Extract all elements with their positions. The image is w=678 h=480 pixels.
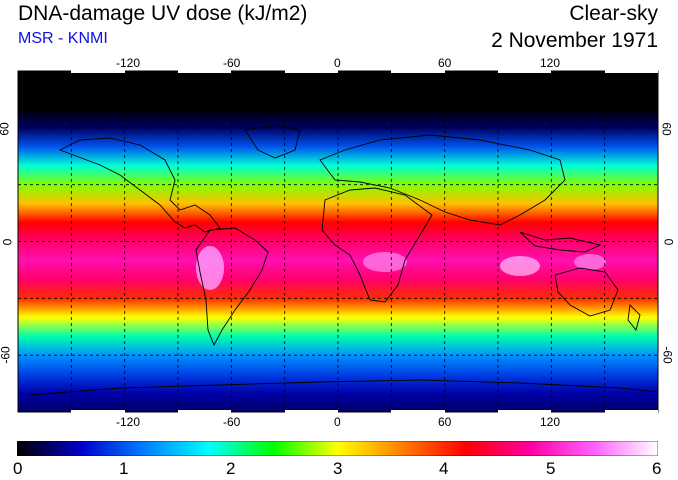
australia-high-dose-region: [574, 254, 606, 270]
lon-tick-top: -120: [116, 56, 141, 70]
source-label: MSR - KNMI: [18, 30, 108, 47]
lon-tick-bottom: 0: [334, 415, 341, 429]
africa-high-dose-region: [363, 252, 407, 272]
colorbar-label: 6: [652, 459, 662, 478]
lat-tick-right: 60: [659, 122, 674, 136]
lon-tick-top: 60: [438, 56, 452, 70]
andes-high-dose-region: [196, 246, 224, 290]
colorbar-label: 0: [13, 459, 23, 478]
lat-tick-left: 0: [0, 238, 15, 246]
lon-tick-top: 120: [540, 56, 561, 70]
sky-condition-label: Clear-sky: [569, 2, 658, 25]
colorbar-label: 2: [226, 459, 236, 478]
colorbar-label: 4: [439, 459, 449, 478]
colorbar-label: 3: [333, 459, 343, 478]
lat-tick-right: 0: [661, 238, 676, 246]
lon-tick-bottom: 120: [540, 415, 561, 429]
map-title: DNA-damage UV dose (kJ/m2): [18, 2, 308, 25]
lat-tick-right: -60: [660, 346, 675, 364]
lon-tick-bottom: 60: [438, 415, 452, 429]
coastlines: [29, 124, 659, 396]
lon-tick-top: -60: [223, 56, 241, 70]
uv-dose-map: [17, 70, 659, 413]
lon-tick-top: 0: [334, 56, 341, 70]
colorbar-label: 1: [119, 459, 129, 478]
lat-tick-left: -60: [0, 346, 13, 364]
lon-tick-bottom: -120: [116, 415, 141, 429]
date-label: 2 November 1971: [491, 29, 658, 52]
colorbar-label: 5: [546, 459, 556, 478]
frame-scale-bars: [71, 70, 658, 413]
lat-tick-left: 60: [0, 122, 12, 136]
lon-tick-bottom: -60: [223, 415, 241, 429]
indian-ocean-high-dose-region: [500, 256, 540, 276]
graticule: [18, 71, 658, 412]
colorbar: [17, 441, 658, 456]
